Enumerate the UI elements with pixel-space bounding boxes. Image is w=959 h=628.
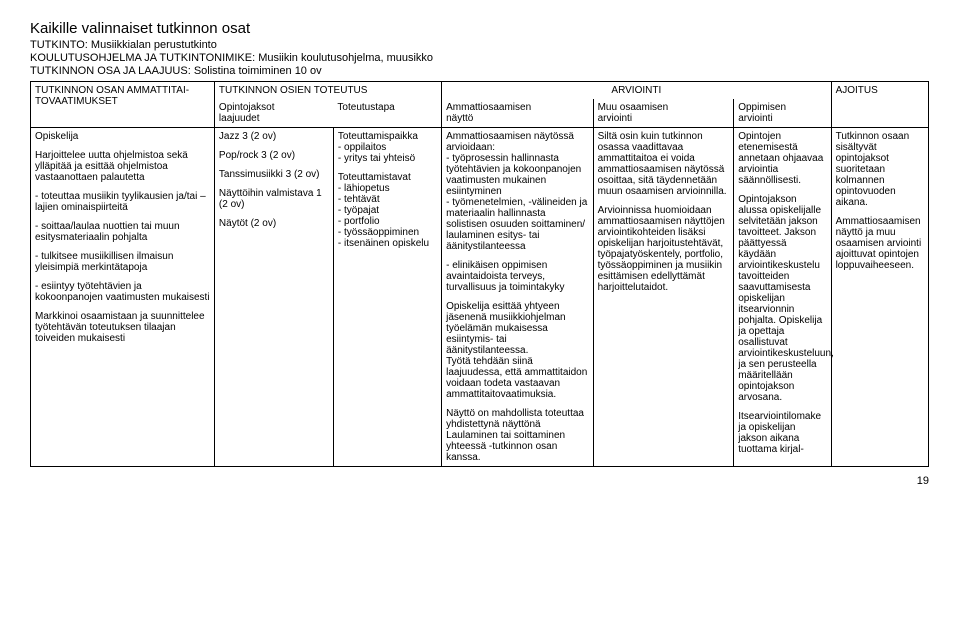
subtitle-tutkinto: TUTKINTO: Musiikkialan perustutkinto [30,39,929,51]
cell-opintojaksot: Jazz 3 (2 ov) Pop/rock 3 (2 ov) Tanssimu… [214,128,333,467]
table-row: Opiskelija Harjoittelee uutta ohjelmisto… [31,128,929,467]
th-ajoitus: AJOITUS [831,82,928,128]
subtitle-laajuus: TUTKINNON OSA JA LAAJUUS: Solistina toim… [30,65,929,77]
cell-toteutustapa: Toteuttamispaikka - oppilaitos - yritys … [333,128,441,467]
cell-muu: Siltä osin kuin tutkinnon osassa vaaditt… [593,128,734,467]
cell-ajoitus: Tutkinnon osaan sisältyvät opintojaksot … [831,128,928,467]
th-arviointi: ARVIOINTI [442,82,831,100]
th-opintojaksot: Opintojaksot laajuudet [214,99,333,128]
th-ammattitaito: TUTKINNON OSAN AMMATTITAI- TOVAATIMUKSET [31,82,215,128]
page-number: 19 [30,475,929,487]
subtitle-koulutus: KOULUTUSOHJELMA JA TUTKINTONIMIKE: Musii… [30,52,929,64]
th-toteutustapa: Toteutustapa [333,99,441,128]
th-oppimisen: Oppimisen arviointi [734,99,831,128]
title-main: Kaikille valinnaiset tutkinnon osat [30,20,929,37]
curriculum-table: TUTKINNON OSAN AMMATTITAI- TOVAATIMUKSET… [30,81,929,467]
cell-naytto: Ammattiosaamisen näytössä arvioidaan: - … [442,128,593,467]
th-toteutus: TUTKINNON OSIEN TOTEUTUS [214,82,441,100]
th-muu: Muu osaamisen arviointi [593,99,734,128]
cell-opiskelija: Opiskelija Harjoittelee uutta ohjelmisto… [31,128,215,467]
th-naytto: Ammattiosaamisen näyttö [442,99,593,128]
cell-oppimisen: Opintojen etenemisestä annetaan ohjaavaa… [734,128,831,467]
